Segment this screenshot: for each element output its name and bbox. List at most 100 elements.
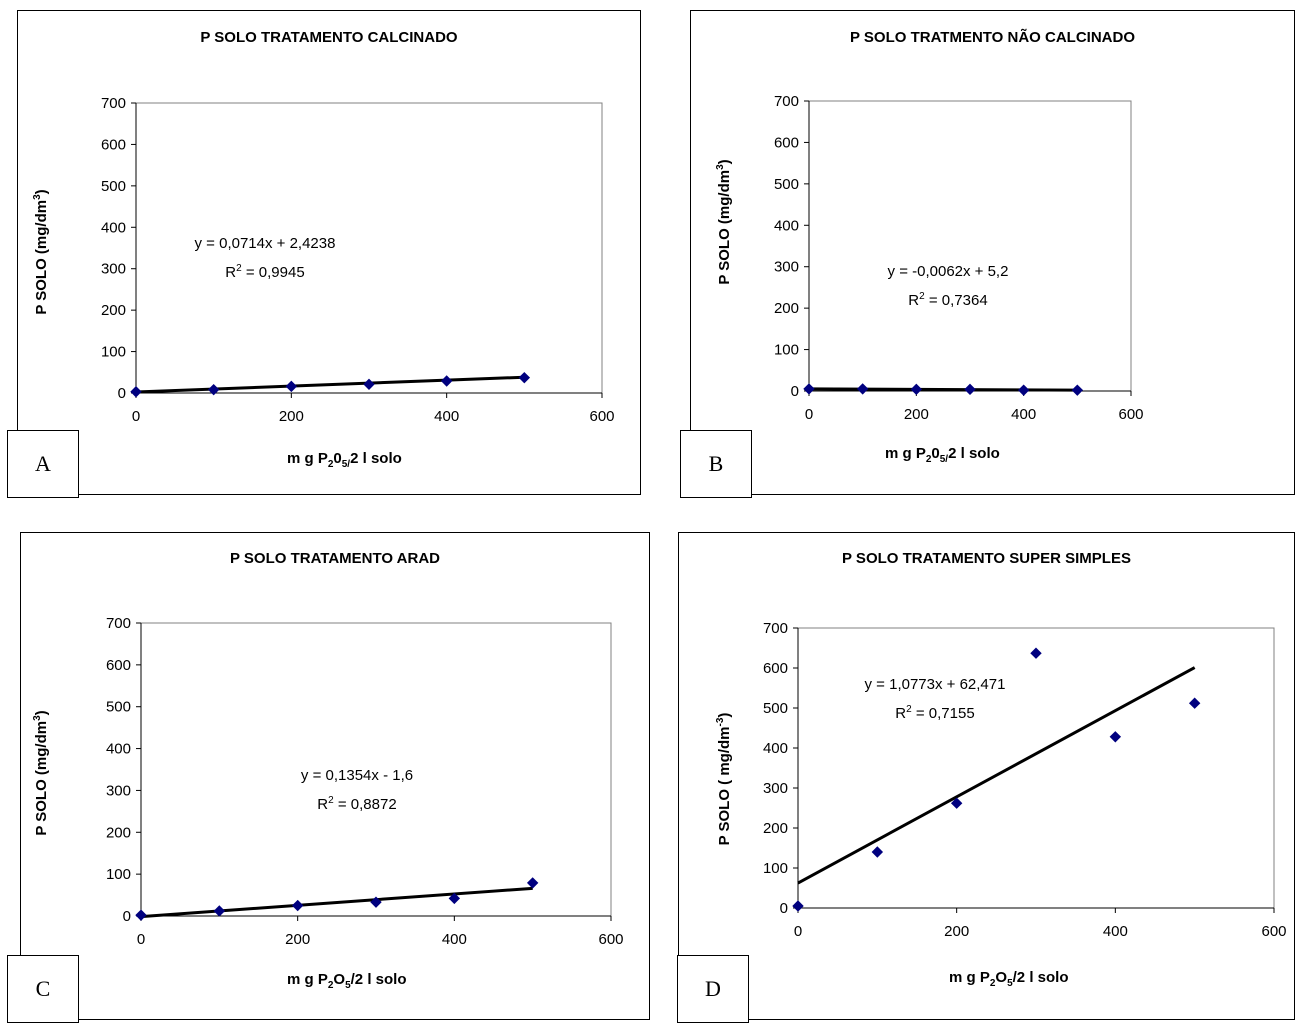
x-tick-label: 200: [904, 406, 929, 423]
data-point: [910, 383, 923, 396]
data-point: [792, 900, 804, 912]
trendline: [135, 375, 525, 394]
trendline-equation: y = -0,0062x + 5,2 R2 = 0,7364: [848, 259, 1048, 313]
data-point: [207, 383, 220, 396]
x-tick-label: 200: [285, 931, 310, 948]
r-squared-text: R2 = 0,7364: [908, 291, 988, 309]
x-tick-label: 600: [1261, 923, 1286, 940]
chart-panel-c: P SOLO TRATAMENTO ARAD 0 100 200 300 400 500 6…: [20, 532, 650, 1020]
y-tick-label: 300: [774, 259, 799, 276]
equation-text: y = 1,0773x + 62,471: [864, 676, 1006, 693]
r-squared-text: R2 = 0,9945: [225, 263, 305, 281]
data-point: [964, 383, 976, 396]
panel-letter-d: D: [677, 955, 749, 1023]
data-point: [1188, 697, 1201, 709]
x-tick-label: 200: [944, 923, 969, 940]
y-tick-label: 400: [101, 219, 126, 236]
trendline: [808, 387, 1078, 392]
data-point: [285, 380, 298, 393]
r-squared-text: R2 = 0,8872: [317, 795, 397, 813]
data-point: [1030, 647, 1042, 659]
y-tick-label: 100: [106, 866, 131, 883]
y-tick-label: 300: [763, 780, 788, 797]
x-tick-label: 600: [589, 408, 614, 425]
x-axis-label: m g P2O5/2 l solo: [949, 969, 1069, 989]
y-tick-label: 0: [118, 385, 126, 402]
x-tick-label: 600: [1118, 406, 1143, 423]
y-axis-label: P SOLO (mg/dm3): [32, 710, 50, 836]
chart-panel-b: P SOLO TRATMENTO NÃO CALCINADO 0 100 200 30…: [690, 10, 1295, 495]
chart-plot: 0 100 200 300 400 500 600 700 0 200 400 600: [763, 620, 1287, 940]
y-tick-label: 700: [763, 620, 788, 637]
data-point: [1017, 384, 1030, 396]
chart-plot: 0 100 200 300 400 500 600 700 0 200 400 600: [106, 615, 624, 948]
y-tick-label: 700: [106, 615, 131, 632]
y-tick-label: 600: [774, 134, 799, 151]
x-tick-label: 400: [434, 408, 459, 425]
plot-area: [797, 627, 1275, 909]
data-point: [370, 896, 382, 908]
data-point: [518, 371, 531, 384]
y-tick-label: 500: [101, 178, 126, 195]
y-axis-label: P SOLO ( mg/dm-3): [715, 712, 733, 846]
y-tick-label: 0: [123, 908, 131, 925]
x-tick-label: 0: [805, 406, 813, 423]
x-tick-label: 0: [794, 923, 802, 940]
equation-text: y = 0,1354x - 1,6: [300, 767, 414, 784]
y-tick-label: 200: [101, 302, 126, 319]
y-tick-label: 400: [774, 217, 799, 234]
data-point: [871, 846, 884, 858]
y-tick-label: 500: [774, 176, 799, 193]
y-tick-label: 0: [780, 900, 788, 917]
data-point: [213, 905, 226, 917]
y-tick-label: 0: [791, 383, 799, 400]
y-axis-label: P SOLO (mg/dm3): [32, 189, 50, 315]
r-squared-text: R2 = 0,7155: [895, 704, 975, 722]
x-axis-label: m g P205/2 l solo: [287, 450, 402, 470]
chart-title: P SOLO TRATAMENTO ARAD: [230, 550, 440, 567]
x-tick-label: 0: [132, 408, 140, 425]
x-axis-label: m g P205/2 l solo: [885, 445, 1000, 465]
chart-plot: 0 100 200 300 400 500 600 700 0 200 400 600: [101, 95, 615, 425]
data-point: [803, 383, 815, 395]
y-tick-label: 200: [106, 824, 131, 841]
trendline: [140, 886, 533, 919]
trendline-equation: y = 1,0773x + 62,471 R2 = 0,7155: [835, 672, 1035, 726]
x-tick-label: 600: [598, 931, 623, 948]
y-tick-label: 300: [101, 261, 126, 278]
x-axis-label: m g P2O5/2 l solo: [287, 971, 407, 991]
equation-text: y = 0,0714x + 2,4238: [194, 235, 336, 252]
panel-letter-c: C: [7, 955, 79, 1023]
data-point: [1109, 731, 1122, 743]
x-tick-label: 400: [1103, 923, 1128, 940]
chart-plot: 0 100 200 300 400 500 600 700 0 200 400 600: [774, 93, 1144, 423]
trendline-equation: y = 0,1354x - 1,6 R2 = 0,8872: [257, 763, 457, 817]
chart-title: P SOLO TRATMENTO NÃO CALCINADO: [850, 29, 1135, 46]
chart-title: P SOLO TRATAMENTO CALCINADO: [200, 29, 458, 46]
plot-area: [808, 100, 1132, 392]
x-tick-label: 400: [442, 931, 467, 948]
y-tick-label: 300: [106, 782, 131, 799]
data-point: [440, 375, 453, 387]
y-tick-label: 100: [774, 342, 799, 359]
data-point: [448, 892, 461, 905]
x-tick-label: 0: [137, 931, 145, 948]
y-tick-label: 100: [763, 860, 788, 877]
panel-letter-b: B: [680, 430, 752, 498]
trendline-equation: y = 0,0714x + 2,4238 R2 = 0,9945: [165, 231, 365, 285]
y-tick-label: 500: [106, 699, 131, 716]
data-point: [1071, 384, 1084, 396]
y-tick-label: 400: [763, 740, 788, 757]
x-tick-label: 200: [279, 408, 304, 425]
data-point: [291, 899, 304, 912]
data-point: [526, 877, 539, 889]
chart-panel-d: P SOLO TRATAMENTO SUPER SIMPLES 0 100 200 3…: [678, 532, 1295, 1020]
y-tick-label: 600: [101, 136, 126, 153]
chart-panel-a: P SOLO TRATAMENTO CALCINADO 0 100 200 300 40…: [17, 10, 641, 495]
y-tick-label: 200: [763, 820, 788, 837]
y-tick-label: 700: [774, 93, 799, 110]
data-point: [950, 797, 963, 809]
y-axis-label: P SOLO (mg/dm3): [715, 159, 733, 285]
chart-title: P SOLO TRATAMENTO SUPER SIMPLES: [842, 550, 1131, 567]
x-tick-label: 400: [1011, 406, 1036, 423]
